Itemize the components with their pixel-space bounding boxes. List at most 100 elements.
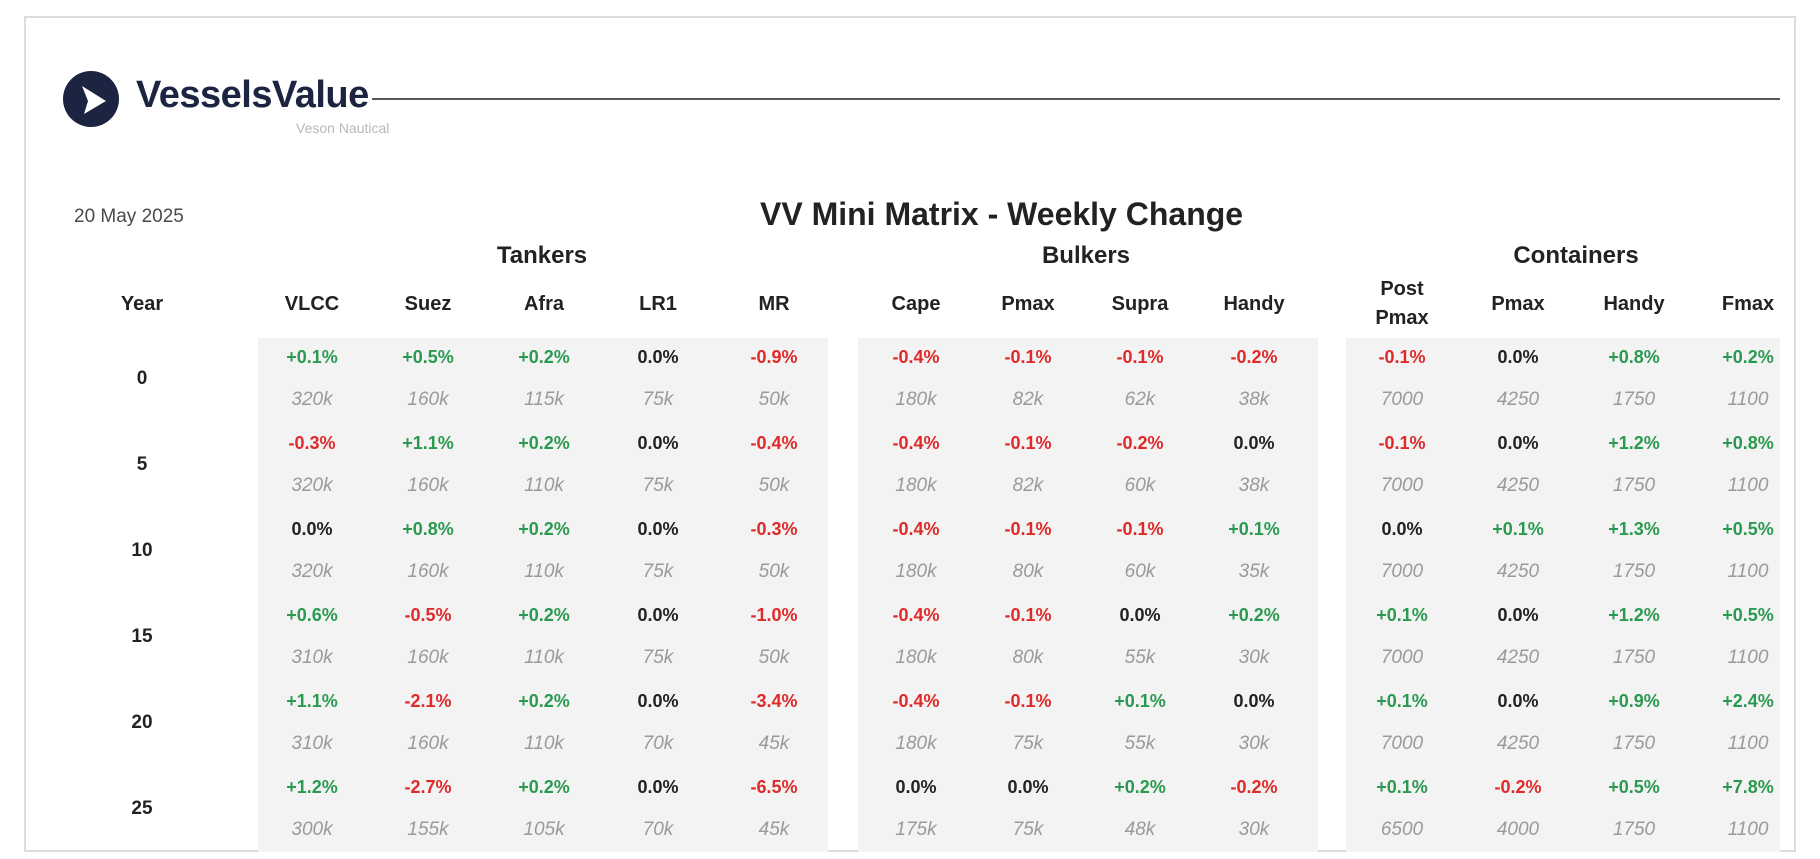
year-label: 10 (131, 540, 153, 561)
size-value: 155k (407, 819, 449, 840)
change-value: -0.1% (1378, 433, 1426, 453)
size-value: 30k (1238, 733, 1270, 754)
size-value: 180k (895, 561, 937, 582)
change-value: 0.0% (637, 519, 679, 539)
group-header-tankers: Tankers (496, 242, 588, 269)
tankers-panel (258, 338, 828, 852)
change-value: +0.8% (402, 519, 454, 539)
size-value: 30k (1238, 647, 1270, 668)
change-value: 0.0% (1497, 605, 1539, 625)
change-value: -0.9% (750, 347, 798, 367)
column-header-handy: Handy (1603, 293, 1665, 315)
change-value: 0.0% (895, 777, 937, 797)
size-value: 310k (291, 733, 333, 754)
size-value: 105k (523, 819, 565, 840)
change-value: +1.2% (1608, 605, 1660, 625)
column-header-post-pmax: Post Pmax (1375, 278, 1429, 329)
column-header-mr: MR (758, 293, 790, 315)
size-value: 1750 (1612, 561, 1656, 582)
size-value: 1750 (1612, 647, 1656, 668)
size-value: 180k (895, 647, 937, 668)
change-value: +1.1% (402, 433, 454, 453)
change-value: -2.7% (404, 777, 452, 797)
size-value: 80k (1012, 561, 1044, 582)
column-header-supra: Supra (1111, 293, 1169, 315)
size-value: 6500 (1380, 819, 1424, 840)
size-value: 1100 (1727, 561, 1769, 582)
year-label: 20 (131, 712, 153, 733)
size-value: 70k (642, 819, 674, 840)
year-label: 15 (131, 626, 153, 647)
change-value: -0.1% (1004, 347, 1052, 367)
size-value: 110k (524, 733, 564, 754)
size-value: 50k (758, 475, 790, 496)
size-value: 1750 (1612, 389, 1656, 410)
change-value: +0.1% (1376, 691, 1428, 711)
change-value: -0.2% (1116, 433, 1164, 453)
size-value: 1100 (1727, 733, 1769, 754)
change-value: +0.1% (286, 347, 338, 367)
report-date: 20 May 2025 (74, 206, 184, 227)
size-value: 4000 (1496, 819, 1540, 840)
header-divider (372, 98, 1780, 100)
column-header-pmax: Pmax (1491, 293, 1545, 315)
size-value: 1750 (1612, 733, 1656, 754)
change-value: 0.0% (291, 519, 333, 539)
size-value: 1750 (1612, 475, 1656, 496)
change-value: -6.5% (750, 777, 798, 797)
size-value: 50k (758, 389, 790, 410)
size-value: 310k (291, 647, 333, 668)
change-value: -0.4% (750, 433, 798, 453)
size-value: 60k (1124, 561, 1156, 582)
change-value: -0.2% (1230, 777, 1278, 797)
size-value: 1750 (1612, 819, 1656, 840)
size-value: 45k (758, 733, 790, 754)
size-value: 180k (895, 389, 937, 410)
size-value: 115k (524, 389, 564, 410)
change-value: 0.0% (1497, 691, 1539, 711)
change-value: 0.0% (637, 433, 679, 453)
size-value: 110k (524, 561, 564, 582)
change-value: -3.4% (750, 691, 798, 711)
change-value: +2.4% (1722, 691, 1774, 711)
change-value: 0.0% (1233, 433, 1275, 453)
change-value: 0.0% (1233, 691, 1275, 711)
change-value: 0.0% (1497, 433, 1539, 453)
brand-subtitle: Veson Nautical (296, 120, 390, 136)
size-value: 75k (642, 475, 674, 496)
change-value: +1.2% (1608, 433, 1660, 453)
change-value: +1.3% (1608, 519, 1660, 539)
size-value: 160k (407, 389, 449, 410)
column-header-suez: Suez (404, 293, 452, 315)
change-value: +0.8% (1608, 347, 1660, 367)
size-value: 62k (1124, 389, 1156, 410)
size-value: 55k (1124, 647, 1156, 668)
size-value: 50k (758, 647, 790, 668)
size-value: 80k (1012, 647, 1044, 668)
size-value: 180k (895, 733, 937, 754)
change-value: -0.5% (404, 605, 452, 625)
change-value: -1.0% (750, 605, 798, 625)
size-value: 45k (758, 819, 790, 840)
change-value: -0.4% (892, 605, 940, 625)
year-label: 0 (136, 368, 148, 389)
column-header-vlcc: VLCC (284, 293, 340, 315)
size-value: 7000 (1380, 647, 1424, 668)
column-header-afra: Afra (523, 293, 565, 315)
size-value: 1100 (1727, 475, 1769, 496)
size-value: 60k (1124, 475, 1156, 496)
size-value: 7000 (1380, 733, 1424, 754)
change-value: -0.4% (892, 347, 940, 367)
size-value: 7000 (1380, 561, 1424, 582)
change-value: 0.0% (637, 691, 679, 711)
change-value: +0.1% (1114, 691, 1166, 711)
size-value: 50k (758, 561, 790, 582)
change-value: -0.4% (892, 433, 940, 453)
size-value: 160k (407, 647, 449, 668)
size-value: 7000 (1380, 389, 1424, 410)
size-value: 30k (1238, 819, 1270, 840)
change-value: +0.2% (518, 605, 570, 625)
size-value: 4250 (1496, 475, 1540, 496)
size-value: 82k (1012, 389, 1044, 410)
column-header-fmax: Fmax (1721, 293, 1775, 315)
